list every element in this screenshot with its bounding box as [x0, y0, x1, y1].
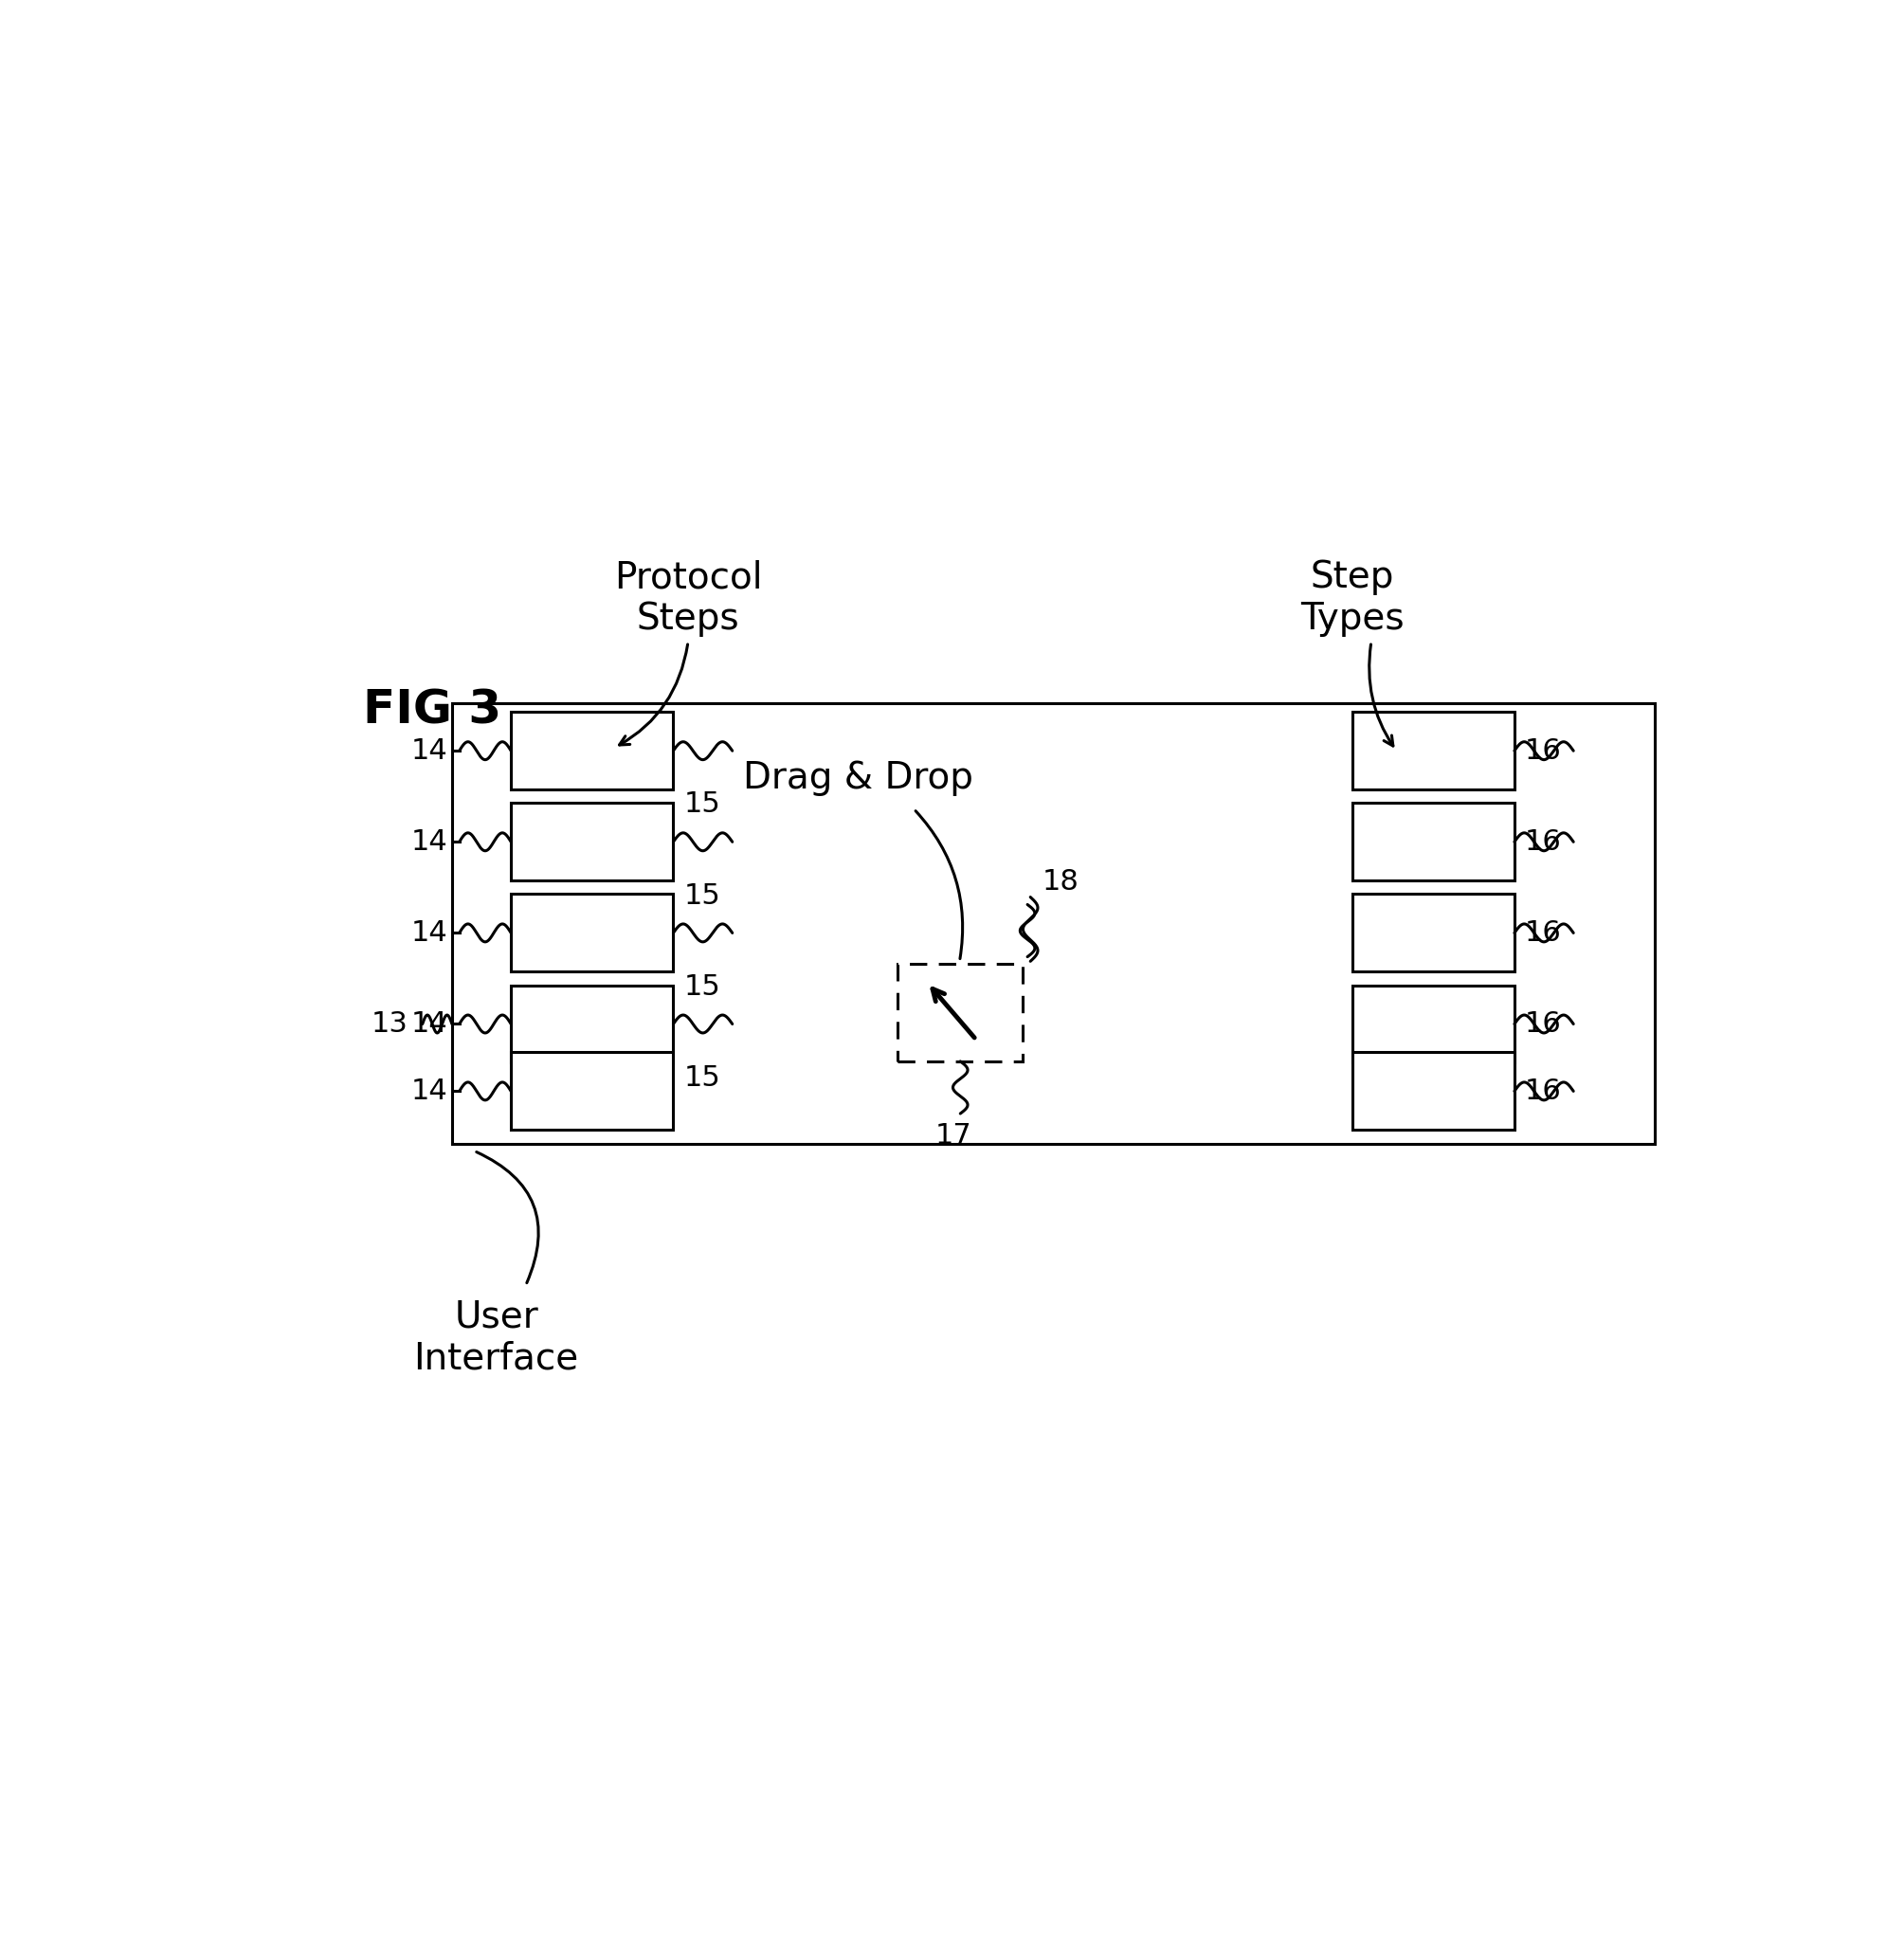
- Bar: [510, 712, 674, 789]
- Text: FIG 3: FIG 3: [364, 688, 503, 733]
- Text: User
Interface: User Interface: [413, 1299, 579, 1377]
- Text: 13: 13: [371, 1010, 407, 1037]
- Text: 16: 16: [1525, 828, 1561, 855]
- Text: 17: 17: [935, 1123, 973, 1150]
- Text: Drag & Drop: Drag & Drop: [743, 760, 973, 795]
- Bar: [510, 894, 674, 971]
- Text: 16: 16: [1525, 1078, 1561, 1105]
- Bar: [1352, 712, 1514, 789]
- Bar: [1352, 1053, 1514, 1130]
- Text: 15: 15: [684, 882, 720, 909]
- Bar: [510, 803, 674, 880]
- Bar: [510, 1053, 674, 1130]
- Bar: [451, 704, 1655, 1144]
- Text: 14: 14: [411, 737, 447, 764]
- Text: 16: 16: [1525, 919, 1561, 946]
- Bar: [1352, 985, 1514, 1063]
- Text: 14: 14: [411, 1010, 447, 1037]
- Text: 16: 16: [1525, 1010, 1561, 1037]
- Text: Protocol
Steps: Protocol Steps: [613, 560, 762, 638]
- Text: 14: 14: [411, 1078, 447, 1105]
- Bar: [1352, 894, 1514, 971]
- Text: 14: 14: [411, 919, 447, 946]
- Bar: [1352, 803, 1514, 880]
- Bar: [897, 964, 1022, 1061]
- Text: Step
Types: Step Types: [1300, 560, 1403, 638]
- Text: 18: 18: [1041, 869, 1080, 896]
- Text: 16: 16: [1525, 737, 1561, 764]
- Text: 15: 15: [684, 791, 720, 818]
- Text: 15: 15: [684, 973, 720, 1001]
- Text: 14: 14: [411, 828, 447, 855]
- Bar: [510, 985, 674, 1063]
- Text: 15: 15: [684, 1065, 720, 1092]
